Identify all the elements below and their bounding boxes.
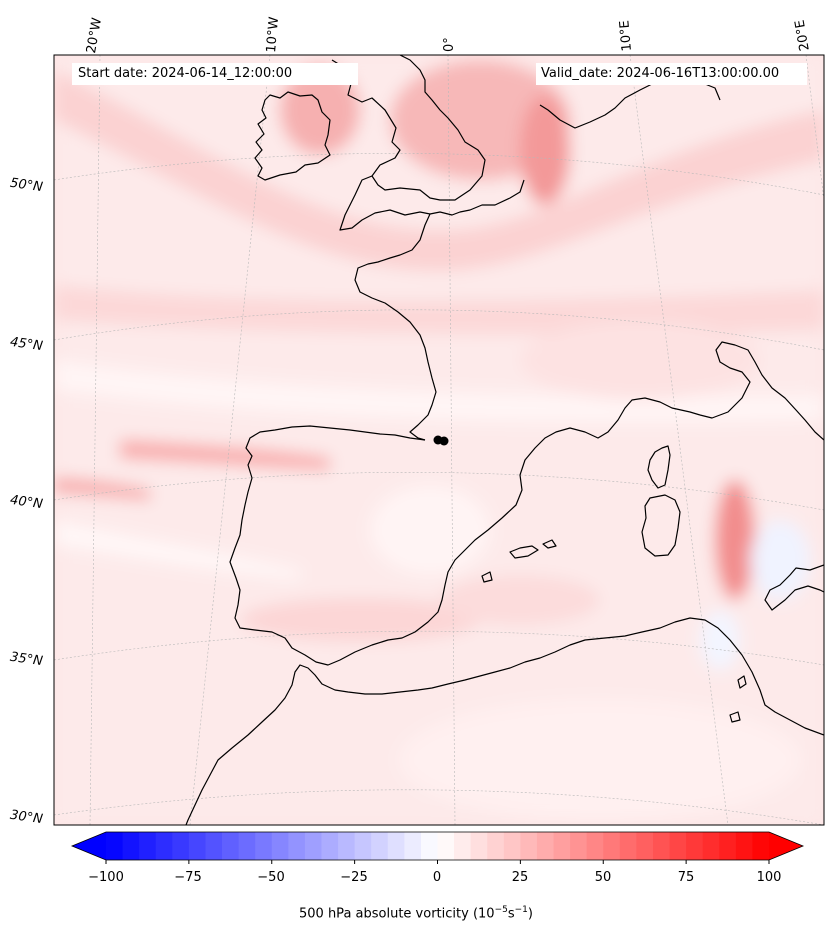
france-coast — [354, 179, 525, 441]
colorbar-segment — [222, 832, 240, 860]
valid-date-text: Valid_date: 2024-06-16T13:00:00.00 — [541, 66, 780, 81]
colorbar-tick-50: 50 — [594, 870, 612, 885]
colorbar-segment — [752, 832, 770, 860]
colorbar-segment — [404, 832, 422, 860]
colorbar-segment — [271, 832, 289, 860]
colorbar-segment — [586, 832, 604, 860]
colorbar-segment — [420, 832, 438, 860]
start-date-box: Start date: 2024-06-14_12:00:00 — [72, 63, 358, 85]
valid-date-box: Valid_date: 2024-06-16T13:00:00.00 — [536, 63, 807, 85]
colorbar-segment — [503, 832, 521, 860]
colorbar-tick-m50: −50 — [257, 870, 285, 885]
colorbar-tick-m100: −100 — [88, 870, 124, 885]
colorbar-segment — [255, 832, 273, 860]
colorbar-segment — [619, 832, 637, 860]
colorbar-segment — [520, 832, 538, 860]
balearic-coast — [481, 539, 557, 583]
colorbar-extend-max — [769, 832, 803, 860]
lon-label-10w: 10°W — [264, 16, 283, 54]
colorbar-segment — [652, 832, 671, 860]
colorbar-segment — [686, 832, 704, 860]
colorbar-segment — [669, 832, 687, 860]
colorbar-segment — [139, 832, 157, 860]
colorbar-segment — [371, 832, 389, 860]
iberia-coast — [229, 397, 701, 666]
colorbar-segment — [437, 832, 455, 860]
colorbar-extend-min — [72, 832, 106, 860]
colorbar-segment — [536, 832, 555, 860]
sardinia-coast — [641, 494, 681, 557]
colorbar-tick-25: 25 — [511, 870, 529, 885]
colorbar-segment — [238, 832, 256, 860]
colorbar-segment — [122, 832, 140, 860]
colorbar-label: 500 hPa absolute vorticity (10−5s−1) — [299, 905, 533, 922]
colorbar-segment — [719, 832, 737, 860]
colorbar-segment — [304, 832, 322, 860]
colorbar-segment — [454, 832, 472, 860]
colorbar-segment — [106, 832, 124, 860]
colorbar-segment — [735, 832, 753, 860]
colorbar-segment — [702, 832, 720, 860]
colorbar-segment — [387, 832, 405, 860]
colorbar-segment — [636, 832, 654, 860]
colorbar-tick-m75: −75 — [174, 870, 202, 885]
sicily-coast — [729, 675, 747, 723]
location-marker — [433, 435, 449, 446]
lon-label-0: 0° — [442, 37, 457, 52]
colorbar-segment — [188, 832, 206, 860]
colorbar-tick-m25: −25 — [340, 870, 368, 885]
colorbar-tick-0: 0 — [432, 870, 442, 885]
colorbar-segment — [603, 832, 621, 860]
colorbar-segment — [172, 832, 190, 860]
italy-coast — [699, 341, 824, 611]
lon-label-10e: 10°E — [617, 19, 635, 53]
colorbar-segment — [321, 832, 339, 860]
great-britain-coast — [331, 55, 486, 231]
map-frame — [53, 54, 825, 826]
colorbar-segment — [487, 832, 505, 860]
ireland-coast — [254, 91, 331, 181]
colorbar-segment — [288, 832, 306, 860]
colorbar-tick-100: 100 — [756, 870, 782, 885]
colorbar-segment — [470, 832, 488, 860]
colorbar-segment — [155, 832, 173, 860]
start-date-text: Start date: 2024-06-14_12:00:00 — [78, 66, 293, 81]
colorbar-segment — [354, 832, 372, 860]
colorbar-segment — [553, 832, 571, 860]
corsica-coast — [647, 445, 671, 489]
colorbar-segment — [570, 832, 588, 860]
colorbar-segment — [338, 832, 356, 860]
colorbar-segment — [205, 832, 223, 860]
north-africa-coast — [185, 617, 824, 825]
colorbar — [70, 831, 805, 864]
coastlines — [185, 55, 824, 825]
colorbar-tick-75: 75 — [677, 870, 695, 885]
graticule — [54, 55, 824, 825]
